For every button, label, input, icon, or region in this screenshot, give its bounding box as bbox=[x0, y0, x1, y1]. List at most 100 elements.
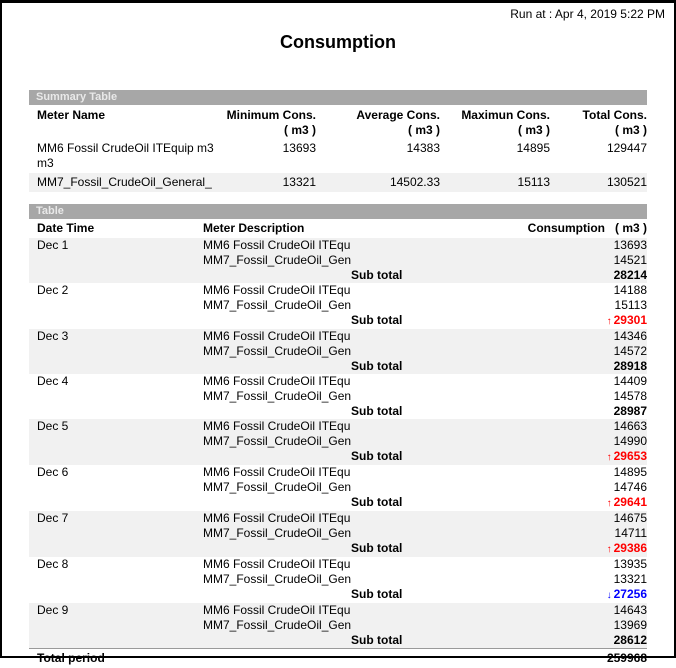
consumption-value: 14572 bbox=[499, 344, 647, 359]
up-arrow-icon: ↑ bbox=[607, 452, 612, 463]
subtotal-row: Sub total 28612 bbox=[29, 633, 647, 649]
summary-col-meter-name: Meter Name bbox=[29, 105, 217, 139]
date-cell: Dec 8 bbox=[29, 557, 203, 572]
meter-name: MM6 Fossil CrudeOil ITEquip m3 m3 bbox=[29, 139, 217, 173]
subtotal-label: Sub total bbox=[351, 541, 499, 557]
summary-col-maximum: Maximun Cons.( m3 ) bbox=[440, 105, 550, 139]
consumption-value: 14663 bbox=[499, 419, 647, 434]
detail-col-meter-description: Meter Description bbox=[203, 219, 351, 238]
meter-description: MM6 Fossil CrudeOil ITEquip m3 m3 bbox=[203, 603, 351, 618]
subtotal-label: Sub total bbox=[351, 633, 499, 649]
detail-table: Date Time Meter Description Consumption(… bbox=[29, 219, 647, 668]
subtotal-label: Sub total bbox=[351, 268, 499, 283]
summary-section-bar: Summary Table bbox=[29, 90, 647, 105]
consumption-value: 14521 bbox=[499, 253, 647, 268]
minimum-cons: 13693 bbox=[217, 139, 316, 173]
subtotal-value: 28612 bbox=[499, 633, 647, 649]
summary-col-total: Total Cons.( m3 ) bbox=[550, 105, 647, 139]
meter-description: MM6 Fossil CrudeOil ITEquip m3 m3 bbox=[203, 374, 351, 389]
detail-row: Dec 2 MM6 Fossil CrudeOil ITEquip m3 m3 … bbox=[29, 283, 647, 298]
subtotal-value: ↑29641 bbox=[499, 495, 647, 511]
subtotal-row: Sub total ↑29301 bbox=[29, 313, 647, 329]
subtotal-row: Sub total ↑29386 bbox=[29, 541, 647, 557]
subtotal-row: Sub total ↑29653 bbox=[29, 449, 647, 465]
total-period-row: Total period 259968 bbox=[29, 649, 647, 668]
maximum-cons: 15113 bbox=[440, 173, 550, 192]
detail-row: MM7_Fossil_CrudeOil_General_m3_m3 13969 bbox=[29, 618, 647, 633]
subtotal-row: Sub total 28214 bbox=[29, 268, 647, 283]
date-cell: Dec 4 bbox=[29, 374, 203, 389]
date-cell: Dec 3 bbox=[29, 329, 203, 344]
summary-header-row: Meter Name Minimum Cons.( m3 ) Average C… bbox=[29, 105, 647, 139]
page-title: Consumption bbox=[2, 32, 674, 52]
date-cell: Dec 6 bbox=[29, 465, 203, 480]
consumption-value: 14643 bbox=[499, 603, 647, 618]
consumption-value: 14895 bbox=[499, 465, 647, 480]
subtotal-label: Sub total bbox=[351, 449, 499, 465]
detail-row: Dec 6 MM6 Fossil CrudeOil ITEquip m3 m3 … bbox=[29, 465, 647, 480]
consumption-value: 14675 bbox=[499, 511, 647, 526]
detail-col-date-time: Date Time bbox=[29, 219, 203, 238]
meter-name: MM7_Fossil_CrudeOil_General_ bbox=[29, 173, 217, 192]
subtotal-value: ↑29301 bbox=[499, 313, 647, 329]
meter-description: MM6 Fossil CrudeOil ITEquip m3 m3 bbox=[203, 557, 351, 572]
summary-col-minimum: Minimum Cons.( m3 ) bbox=[217, 105, 316, 139]
meter-description: MM7_Fossil_CrudeOil_General_m3_m3 bbox=[203, 253, 351, 268]
meter-description: MM7_Fossil_CrudeOil_General_m3_m3 bbox=[203, 526, 351, 541]
date-cell: Dec 9 bbox=[29, 603, 203, 618]
consumption-value: 13693 bbox=[499, 238, 647, 253]
meter-description: MM6 Fossil CrudeOil ITEquip m3 m3 bbox=[203, 283, 351, 298]
subtotal-value: ↑29653 bbox=[499, 449, 647, 465]
meter-description: MM7_Fossil_CrudeOil_General_m3_m3 bbox=[203, 434, 351, 449]
consumption-value: 13935 bbox=[499, 557, 647, 572]
meter-description: MM6 Fossil CrudeOil ITEquip m3 m3 bbox=[203, 238, 351, 253]
meter-description: MM7_Fossil_CrudeOil_General_m3_m3 bbox=[203, 572, 351, 587]
consumption-value: 14711 bbox=[499, 526, 647, 541]
subtotal-label: Sub total bbox=[351, 313, 499, 329]
subtotal-row: Sub total 28918 bbox=[29, 359, 647, 374]
subtotal-label: Sub total bbox=[351, 587, 499, 603]
detail-row: Dec 4 MM6 Fossil CrudeOil ITEquip m3 m3 … bbox=[29, 374, 647, 389]
meter-description: MM6 Fossil CrudeOil ITEquip m3 m3 bbox=[203, 329, 351, 344]
average-cons: 14502.33 bbox=[316, 173, 440, 192]
date-cell: Dec 7 bbox=[29, 511, 203, 526]
maximum-cons: 14895 bbox=[440, 139, 550, 173]
meter-description: MM7_Fossil_CrudeOil_General_m3_m3 bbox=[203, 618, 351, 633]
subtotal-row: Sub total ↓27256 bbox=[29, 587, 647, 603]
detail-row: Dec 9 MM6 Fossil CrudeOil ITEquip m3 m3 … bbox=[29, 603, 647, 618]
meter-description: MM7_Fossil_CrudeOil_General_m3_m3 bbox=[203, 480, 351, 495]
up-arrow-icon: ↑ bbox=[607, 498, 612, 509]
total-cons: 129447 bbox=[550, 139, 647, 173]
run-at-timestamp: Run at : Apr 4, 2019 5:22 PM bbox=[2, 3, 674, 21]
up-arrow-icon: ↑ bbox=[607, 316, 612, 327]
detail-row: Dec 1 MM6 Fossil CrudeOil ITEquip m3 m3 … bbox=[29, 238, 647, 253]
detail-row: MM7_Fossil_CrudeOil_General_m3_m3 14578 bbox=[29, 389, 647, 404]
detail-col-consumption: Consumption( m3 ) bbox=[351, 219, 647, 238]
summary-row: MM6 Fossil CrudeOil ITEquip m3 m3 13693 … bbox=[29, 139, 647, 173]
consumption-value: 15113 bbox=[499, 298, 647, 313]
down-arrow-icon: ↓ bbox=[607, 590, 612, 601]
total-period-label: Total period bbox=[29, 649, 203, 668]
detail-row: Dec 8 MM6 Fossil CrudeOil ITEquip m3 m3 … bbox=[29, 557, 647, 572]
meter-description: MM6 Fossil CrudeOil ITEquip m3 m3 bbox=[203, 465, 351, 480]
detail-row: Dec 7 MM6 Fossil CrudeOil ITEquip m3 m3 … bbox=[29, 511, 647, 526]
meter-description: MM7_Fossil_CrudeOil_General_m3_m3 bbox=[203, 298, 351, 313]
summary-row: MM7_Fossil_CrudeOil_General_ 13321 14502… bbox=[29, 173, 647, 192]
consumption-value: 13969 bbox=[499, 618, 647, 633]
consumption-value: 14409 bbox=[499, 374, 647, 389]
consumption-value: 14578 bbox=[499, 389, 647, 404]
detail-row: MM7_Fossil_CrudeOil_General_m3_m3 15113 bbox=[29, 298, 647, 313]
subtotal-value: 28918 bbox=[499, 359, 647, 374]
report-body: Summary Table Meter Name Minimum Cons.( … bbox=[29, 90, 647, 668]
consumption-value: 13321 bbox=[499, 572, 647, 587]
subtotal-row: Sub total ↑29641 bbox=[29, 495, 647, 511]
consumption-value: 14746 bbox=[499, 480, 647, 495]
meter-description: MM7_Fossil_CrudeOil_General_m3_m3 bbox=[203, 344, 351, 359]
subtotal-value: 28987 bbox=[499, 404, 647, 419]
detail-row: MM7_Fossil_CrudeOil_General_m3_m3 14521 bbox=[29, 253, 647, 268]
detail-row: MM7_Fossil_CrudeOil_General_m3_m3 14746 bbox=[29, 480, 647, 495]
detail-header-row: Date Time Meter Description Consumption(… bbox=[29, 219, 647, 238]
detail-row: Dec 5 MM6 Fossil CrudeOil ITEquip m3 m3 … bbox=[29, 419, 647, 434]
total-period-value: 259968 bbox=[499, 649, 647, 668]
average-cons: 14383 bbox=[316, 139, 440, 173]
